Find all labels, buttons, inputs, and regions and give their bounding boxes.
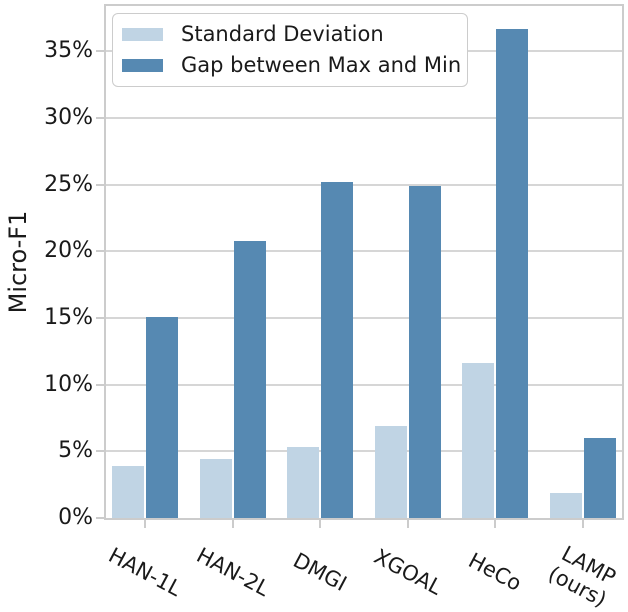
- x-tick-mark-lamp-ours: [581, 520, 584, 528]
- y-tick-label-10: 10%: [44, 371, 93, 397]
- x-tick-label-dmgi: DMGI: [289, 548, 351, 596]
- legend-item-gap-max-min: Gap between Max and Min: [122, 53, 461, 77]
- bar-gap-between-max-and-min-lamp-ours: [583, 438, 616, 518]
- y-tick-mark-10: [96, 383, 104, 386]
- bar-standard-deviation-heco: [462, 363, 494, 518]
- legend-label-gap-max-min: Gap between Max and Min: [181, 53, 462, 77]
- y-tick-label-30: 30%: [44, 105, 93, 130]
- x-tick-mark-han-1l: [144, 520, 146, 528]
- y-tick-label-20: 20%: [44, 238, 93, 264]
- bar-standard-deviation-lamp-ours: [549, 492, 582, 518]
- y-tick-mark-35: [96, 50, 104, 53]
- bar-standard-deviation-xgoal: [374, 426, 407, 518]
- y-tick-label-35: 35%: [44, 38, 93, 64]
- y-tick-label-5: 5%: [58, 438, 93, 464]
- y-tick-label-0: 0%: [58, 505, 93, 530]
- bar-standard-deviation-han-2l: [199, 459, 232, 518]
- bar-standard-deviation-han-1l: [112, 466, 144, 518]
- y-tick-mark-5: [96, 450, 104, 453]
- legend-swatch-gap-max-min: [122, 58, 163, 72]
- legend: Standard Deviation Gap between Max and M…: [112, 13, 468, 87]
- gridline-25: [106, 183, 622, 186]
- x-tick-label-heco: HeCo: [464, 548, 526, 596]
- x-tick-mark-heco: [494, 520, 496, 528]
- plot-area: [104, 4, 624, 520]
- bar-standard-deviation-dmgi: [287, 447, 319, 518]
- y-tick-mark-25: [96, 183, 104, 186]
- gridline-15: [106, 317, 622, 319]
- gridline-5: [106, 450, 622, 453]
- x-tick-mark-xgoal: [406, 520, 409, 528]
- y-tick-mark-30: [96, 117, 104, 119]
- y-tick-mark-0: [96, 517, 104, 519]
- legend-item-standard-deviation: Standard Deviation: [122, 22, 453, 46]
- y-tick-label-25: 25%: [44, 171, 93, 197]
- y-tick-label-15: 15%: [44, 305, 93, 330]
- x-tick-label-han-1l: HAN-1L: [104, 542, 186, 602]
- gridline-30: [106, 117, 622, 119]
- gridline-10: [106, 383, 622, 386]
- x-tick-mark-dmgi: [319, 520, 321, 528]
- legend-swatch-standard-deviation: [122, 27, 163, 41]
- x-tick-label-lamp-ours: LAMP (ours): [543, 541, 620, 612]
- y-tick-mark-20: [96, 250, 104, 253]
- y-tick-mark-15: [96, 317, 104, 319]
- x-tick-mark-han-2l: [231, 520, 234, 528]
- bar-gap-between-max-and-min-dmgi: [321, 182, 353, 518]
- x-tick-label-han-2l: HAN-2L: [192, 542, 273, 602]
- gridline-20: [106, 250, 622, 253]
- y-axis-label: Micro-F1: [4, 210, 32, 314]
- bar-gap-between-max-and-min-han-1l: [146, 316, 178, 518]
- bar-gap-between-max-and-min-xgoal: [408, 186, 441, 518]
- bar-gap-between-max-and-min-han-2l: [233, 240, 266, 518]
- x-tick-label-xgoal: XGOAL: [369, 544, 446, 600]
- legend-label-standard-deviation: Standard Deviation: [181, 22, 384, 46]
- bar-gap-between-max-and-min-heco: [496, 28, 528, 518]
